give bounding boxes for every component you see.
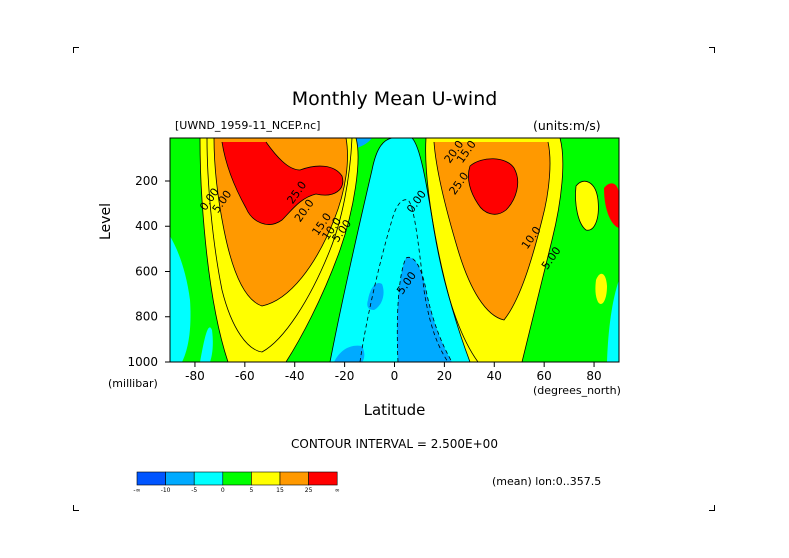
- colorbar-label: 0: [221, 487, 225, 494]
- colorbar-swatch: [136, 471, 166, 486]
- x-axis-label: Latitude: [363, 401, 426, 419]
- polar-easterly: [170, 236, 191, 362]
- colorbar-label: -10: [161, 487, 171, 494]
- x-tick-label: -20: [335, 369, 355, 383]
- y-tick-label: 400: [135, 219, 158, 233]
- corner-mark: [73, 505, 79, 511]
- polar-easterly: [607, 280, 619, 362]
- contour-lines: [199, 138, 599, 362]
- filled-contours: [170, 138, 619, 362]
- colorbar-label: -5: [191, 487, 197, 494]
- contour-interval: CONTOUR INTERVAL = 2.500E+00: [291, 437, 498, 451]
- colorbar-label: -∞: [133, 487, 140, 494]
- x-axis: -80 -60 -40 -20 0 20 40 60 80: [185, 362, 602, 383]
- x-tick-label: -40: [285, 369, 305, 383]
- nh-jet-red: [468, 158, 518, 215]
- units-label: (units:m/s): [533, 118, 601, 133]
- colorbar-swatch: [251, 471, 281, 486]
- nh-jet-orange: [434, 142, 550, 320]
- mean-note: (mean) lon:0..357.5: [492, 475, 602, 488]
- y-tick-label: 600: [135, 264, 158, 278]
- y-tick-label: 800: [135, 310, 158, 324]
- colorbar-label: 15: [276, 487, 284, 494]
- easterly-core: [397, 257, 452, 362]
- easterly-band: [330, 138, 478, 362]
- colorbar: -∞ -10 -5 0 5 15 25 ∞: [133, 471, 340, 494]
- x-tick-label: -60: [235, 369, 255, 383]
- corner-mark: [709, 505, 715, 511]
- colorbar-label: 5: [249, 487, 253, 494]
- nh-hilat-red: [604, 183, 619, 228]
- colorbar-swatch: [165, 471, 195, 486]
- nh-hilat-yellow: [595, 273, 607, 305]
- y-tick-label: 200: [135, 174, 158, 188]
- polar-easterly: [200, 327, 213, 362]
- dataset-name: [UWND_1959-11_NCEP.nc]: [175, 119, 321, 132]
- negative-contours: [359, 199, 453, 362]
- colorbar-swatch: [193, 471, 224, 486]
- x-tick-label: 60: [537, 369, 552, 383]
- colorbar-label: 25: [305, 487, 313, 494]
- sh-jet-red: [222, 142, 343, 225]
- colorbar-swatch: [222, 471, 252, 486]
- easterly-core: [367, 282, 384, 310]
- corner-mark: [709, 47, 715, 53]
- chart-title: Monthly Mean U-wind: [291, 88, 498, 110]
- easterly-core: [334, 345, 365, 362]
- colorbar-swatch: [279, 471, 309, 486]
- nh-hilat-yellow: [575, 181, 599, 231]
- x-axis-units: (degrees_north): [533, 384, 621, 397]
- y-tick-label: 1000: [127, 355, 158, 369]
- y-axis-units: (millibar): [108, 377, 158, 390]
- x-tick-label: -80: [185, 369, 205, 383]
- corner-mark: [73, 47, 79, 53]
- colorbar-swatch: [308, 471, 338, 486]
- x-tick-label: 20: [437, 369, 452, 383]
- x-tick-label: 40: [487, 369, 502, 383]
- y-axis: 200 400 600 800 1000: [127, 174, 170, 369]
- x-tick-label: 80: [586, 369, 601, 383]
- colorbar-label: ∞: [335, 487, 340, 494]
- x-tick-label: 0: [391, 369, 399, 383]
